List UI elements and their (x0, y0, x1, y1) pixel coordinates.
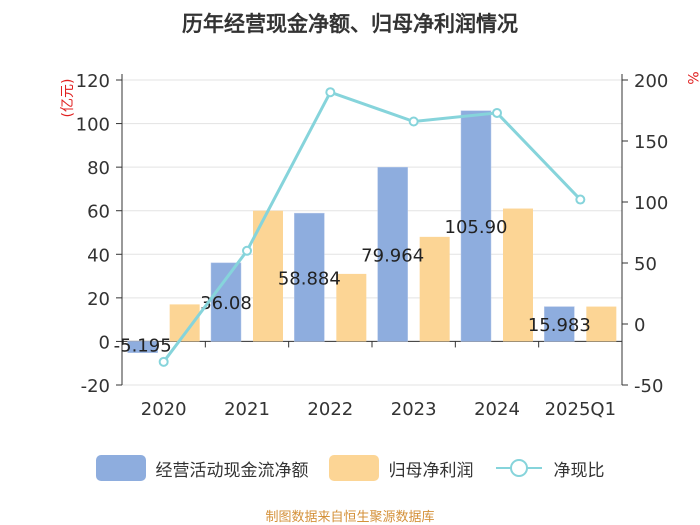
legend-label-ratio: 净现比 (553, 460, 605, 481)
right-axis-tick-label: -50 (634, 376, 663, 397)
ratio-point (242, 245, 252, 256)
right-axis-tick-label: 0 (634, 315, 645, 336)
bar-cashflow (210, 262, 242, 342)
right-axis-label: % (684, 71, 700, 84)
data-label-cashflow: 79.964 (361, 245, 424, 266)
bar-net-profit (419, 236, 450, 342)
left-axis-tick-label: 100 (76, 115, 110, 136)
legend-swatch-net-profit (328, 455, 379, 481)
bar-cashflow (460, 110, 492, 342)
ratio-point (408, 116, 419, 127)
left-axis-tick-label: 20 (87, 289, 110, 310)
left-axis-tick-label: -20 (81, 376, 110, 397)
data-label-cashflow: 58.884 (278, 268, 341, 289)
bar-cashflow (377, 166, 408, 342)
legend-label-net-profit: 归母净利润 (388, 460, 474, 481)
left-axis-tick-label: 60 (87, 202, 110, 223)
data-label-cashflow: -5.195 (114, 335, 172, 356)
left-axis-tick-label: 40 (87, 245, 110, 266)
left-axis-tick-label: 80 (87, 158, 110, 179)
source-footer: 制图数据来自恒生聚源数据库 (265, 510, 435, 525)
x-axis-tick-label: 2021 (224, 399, 270, 420)
bar-net-profit (336, 273, 367, 342)
legend: 经营活动现金流净额 归母净利润 净现比 (0, 452, 700, 484)
right-axis-tick-label: 100 (634, 193, 668, 214)
data-label-cashflow: 15.983 (528, 315, 591, 336)
bar-cashflow (294, 212, 325, 342)
bar-net-profit (586, 306, 617, 342)
right-axis-tick-label: 200 (634, 71, 668, 92)
legend-item-ratio[interactable]: 净现比 (494, 455, 605, 481)
legend-item-cashflow[interactable]: 经营活动现金流净额 (95, 455, 309, 481)
legend-item-net-profit[interactable]: 归母净利润 (328, 455, 474, 481)
left-axis-tick-label: 120 (76, 71, 110, 92)
x-axis-tick-label: 2020 (141, 399, 187, 420)
ratio-point (575, 194, 586, 205)
x-axis-tick-label: 2024 (474, 399, 520, 420)
bar-cashflow (127, 341, 158, 353)
legend-swatch-cashflow (95, 455, 146, 481)
x-axis-tick-label: 2025Q1 (545, 399, 616, 420)
data-label-cashflow: 105.90 (445, 217, 508, 238)
left-axis-label: (亿元) (60, 79, 76, 118)
x-axis-tick-label: 2022 (307, 399, 353, 420)
ratio-point (325, 87, 336, 98)
x-axis-tick-label: 2023 (391, 399, 437, 420)
ratio-point (158, 356, 169, 367)
right-axis-tick-label: 50 (634, 254, 657, 275)
ratio-line (162, 90, 582, 363)
right-axis-tick-label: 150 (634, 132, 668, 153)
bar-net-profit (503, 208, 533, 342)
legend-label-cashflow: 经营活动现金流净额 (155, 460, 309, 481)
bar-cashflow (544, 306, 575, 342)
legend-swatch-ratio (495, 459, 542, 477)
chart-title: 历年经营现金净额、归母净利润情况 (182, 12, 518, 36)
ratio-point (492, 107, 502, 118)
left-axis-tick-label: 0 (99, 332, 110, 353)
